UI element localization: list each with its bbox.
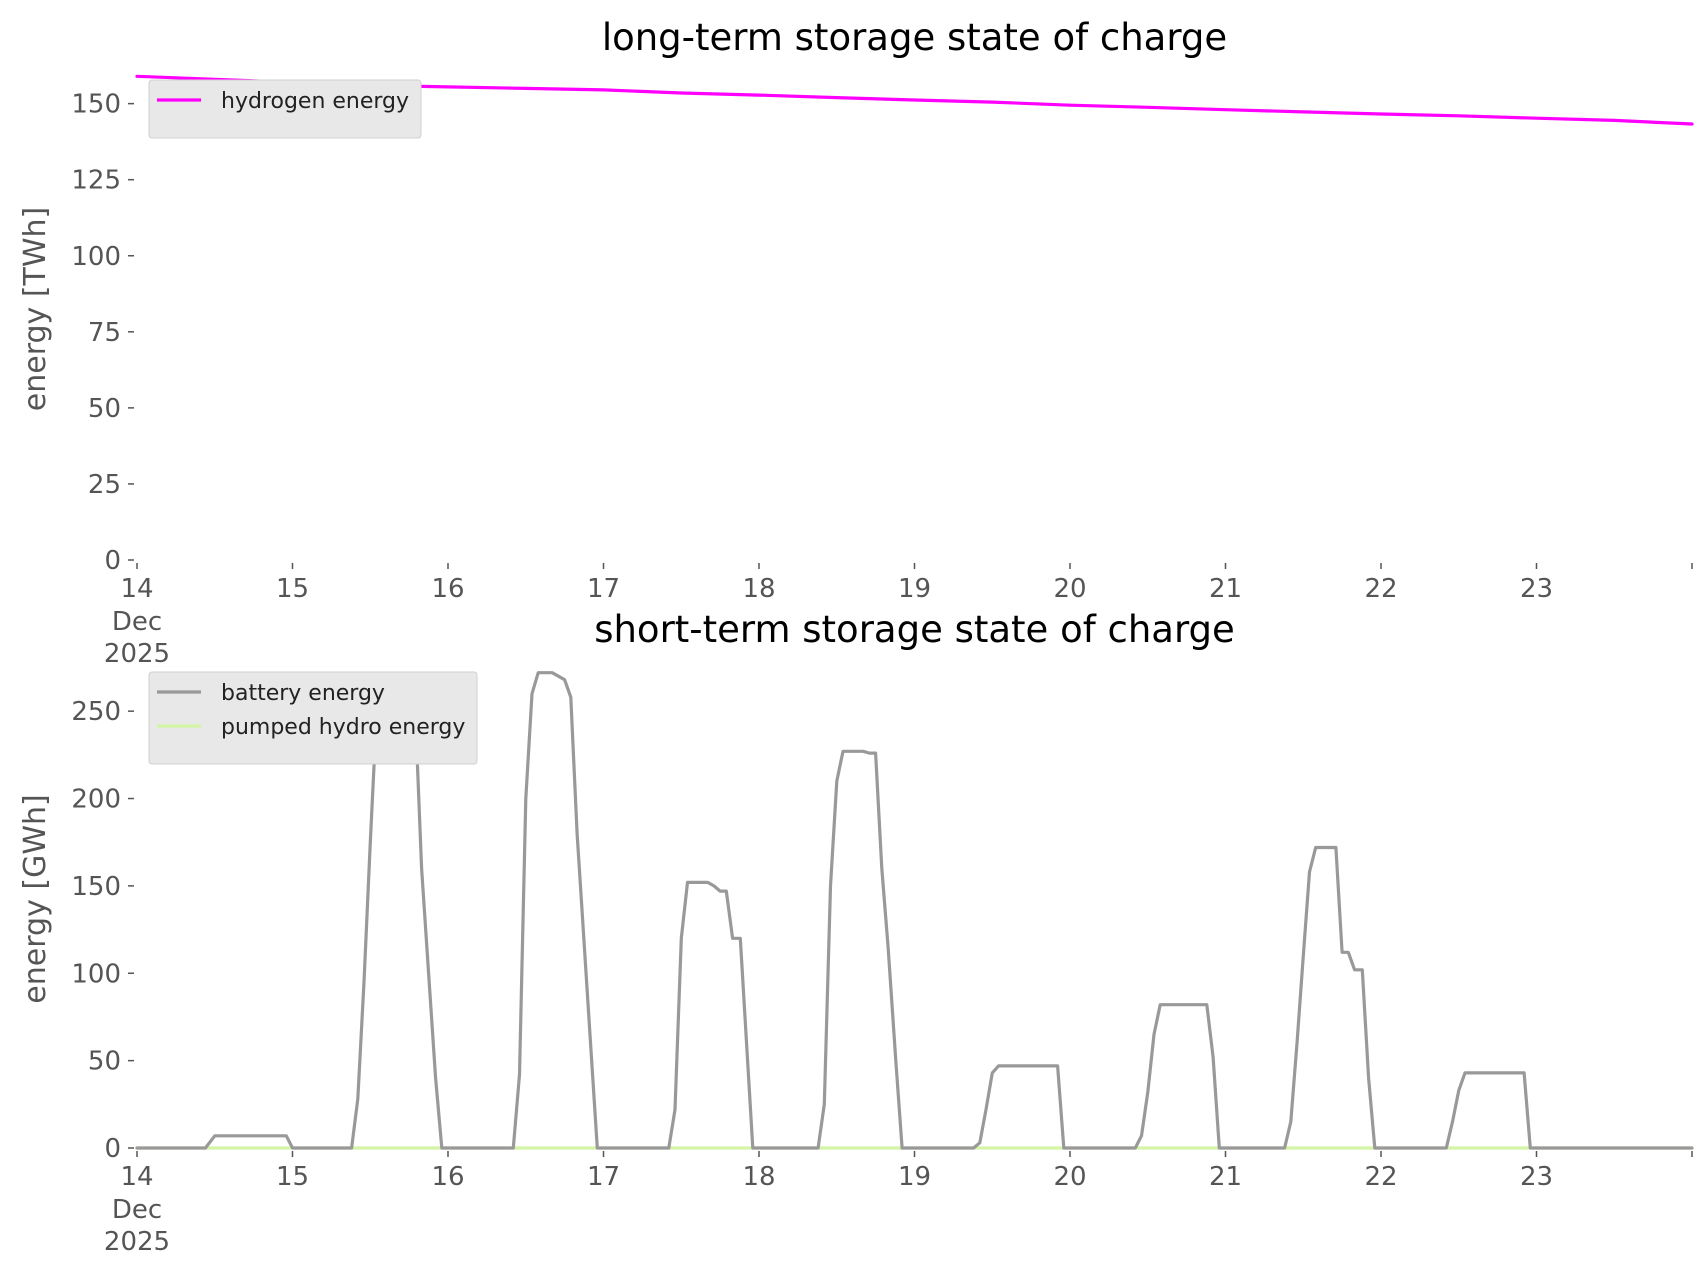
series-line-battery-energy [135,671,1694,1150]
x-tick-label: 19 [898,574,931,604]
chart-title: long-term storage state of charge [602,16,1227,59]
legend-entry: battery energy [221,681,385,706]
short-term-storage-chart: short-term storage state of charge energy… [18,608,1694,1257]
x-tick-label: 16 [431,1162,464,1192]
x-tick-sublabel: Dec [112,1195,162,1225]
x-tick-label: 15 [276,1162,309,1192]
legend: battery energy pumped hydro energy [148,671,478,765]
y-tick-label: 150 [71,90,121,120]
x-tick-sublabel: Dec [112,607,162,637]
x-tick-label: 21 [1209,574,1242,604]
x-tick-label: 16 [431,574,464,604]
legend: hydrogen energy [148,79,422,139]
x-tick-label: 21 [1209,1162,1242,1192]
x-tick-label: 22 [1364,574,1397,604]
x-tick-label: 17 [587,1162,620,1192]
x-tick-label: 15 [276,574,309,604]
chart-title: short-term storage state of charge [594,608,1235,651]
x-tick-label: 23 [1520,1162,1553,1192]
x-tick-sublabel: 2025 [104,639,170,669]
y-tick-label: 200 [71,785,121,815]
legend-box [148,79,422,139]
y-axis-label: energy [GWh] [18,794,53,1003]
x-tick-label: 23 [1520,574,1553,604]
y-tick-label: 100 [71,959,121,989]
y-tick-label: 100 [71,242,121,272]
y-tick-label: 125 [71,166,121,196]
legend-box [148,671,478,765]
y-tick-label: 0 [104,1134,121,1164]
long-term-storage-chart: long-term storage state of charge energy … [18,16,1694,669]
legend-entry: hydrogen energy [221,89,409,114]
x-tick-label: 14 [120,1162,153,1192]
y-tick-label: 50 [88,1047,121,1077]
x-tick-label: 17 [587,574,620,604]
y-tick-label: 250 [71,697,121,727]
y-tick-label: 50 [88,394,121,424]
y-axis-label: energy [TWh] [18,207,53,411]
y-tick-label: 75 [88,318,121,348]
x-tick-label: 20 [1053,574,1086,604]
y-tick-label: 25 [88,470,121,500]
legend-entry: pumped hydro energy [221,715,465,740]
x-tick-label: 18 [742,574,775,604]
x-tick-label: 18 [742,1162,775,1192]
x-tick-label: 14 [120,574,153,604]
x-tick-label: 19 [898,1162,931,1192]
y-tick-label: 150 [71,872,121,902]
y-tick-label: 0 [104,546,121,576]
x-tick-sublabel: 2025 [104,1227,170,1257]
x-tick-label: 20 [1053,1162,1086,1192]
x-tick-label: 22 [1364,1162,1397,1192]
